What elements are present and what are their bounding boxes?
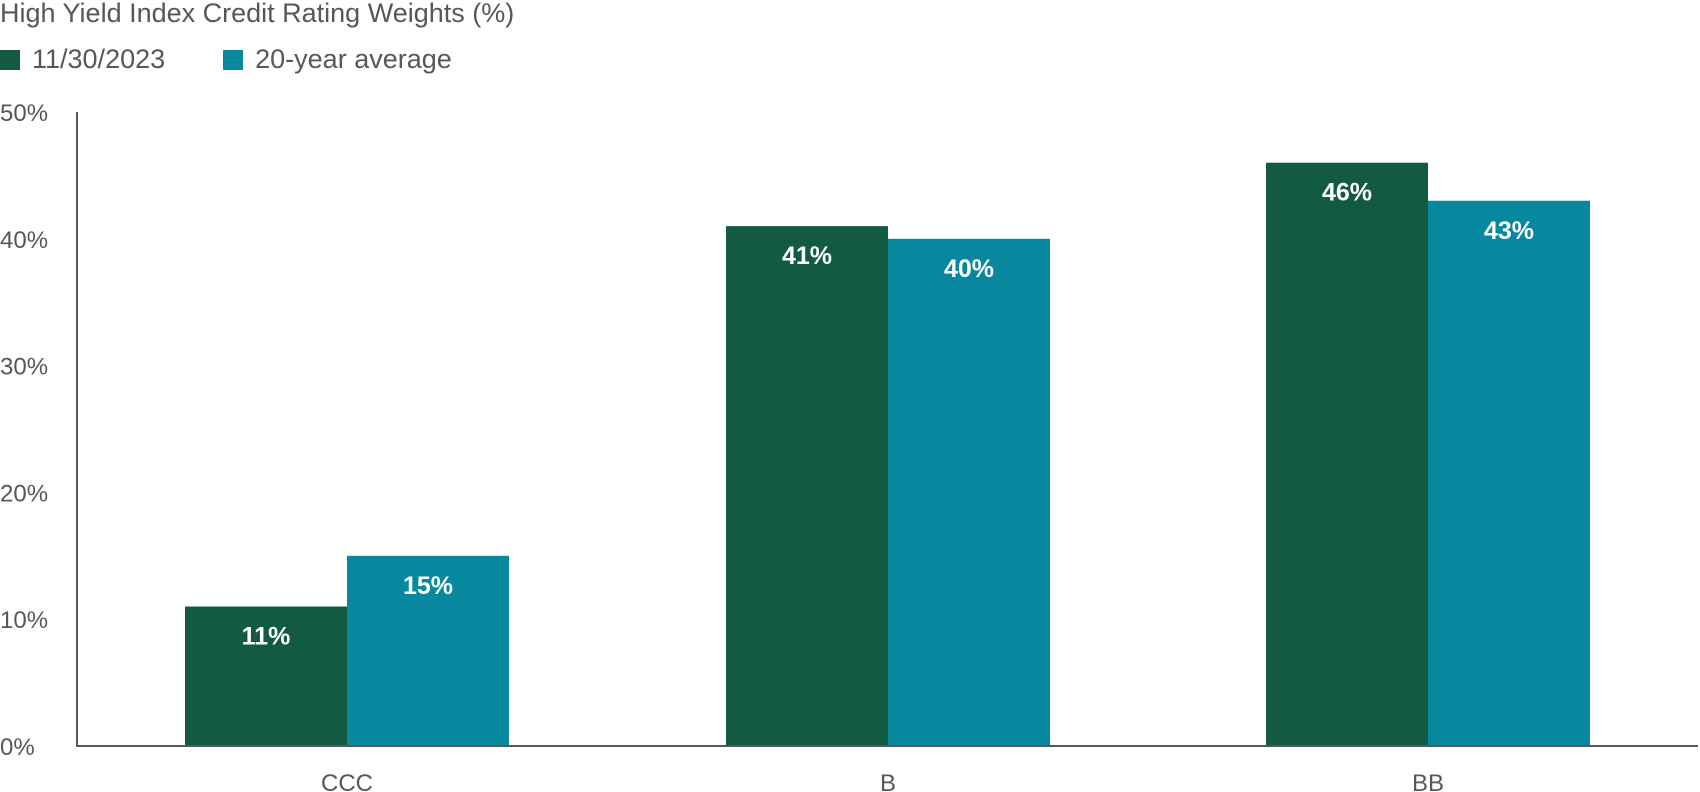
- bar-ccc-series-1: [185, 606, 347, 746]
- y-tick-label: 50%: [0, 100, 48, 127]
- y-tick-label: 20%: [0, 480, 48, 507]
- bar-bb-series-2: [1428, 200, 1590, 746]
- x-tick-label: BB: [1412, 770, 1444, 792]
- legend-swatch-series-1: [0, 49, 20, 70]
- y-tick-label: 40%: [0, 227, 48, 254]
- y-tick-label: 30%: [0, 354, 48, 381]
- bar-b-series-2: [888, 238, 1050, 747]
- chart-title: High Yield Index Credit Rating Weights (…: [0, 0, 515, 28]
- legend-label-series-2: 20-year average: [255, 44, 452, 74]
- legend: 11/30/2023 20-year average: [0, 44, 510, 75]
- data-label: 43%: [1484, 217, 1534, 245]
- x-tick-label: B: [880, 770, 896, 792]
- legend-swatch-series-2: [223, 49, 244, 70]
- data-label: 41%: [782, 242, 832, 270]
- legend-label-series-1: 11/30/2023: [32, 44, 166, 74]
- bar-b-series-1: [726, 226, 888, 746]
- bar-bb-series-1: [1266, 162, 1428, 747]
- y-tick-label: 0%: [0, 734, 35, 761]
- y-tick-label: 10%: [0, 607, 48, 634]
- data-label: 46%: [1322, 179, 1372, 207]
- bar-ccc-series-2: [347, 555, 509, 746]
- legend-item-series-1: 11/30/2023: [0, 44, 165, 75]
- x-tick-label: CCC: [321, 770, 373, 792]
- data-label: 15%: [403, 572, 453, 600]
- legend-item-series-2: 20-year average: [223, 44, 452, 75]
- data-label: 40%: [944, 255, 994, 283]
- data-label: 11%: [242, 623, 291, 651]
